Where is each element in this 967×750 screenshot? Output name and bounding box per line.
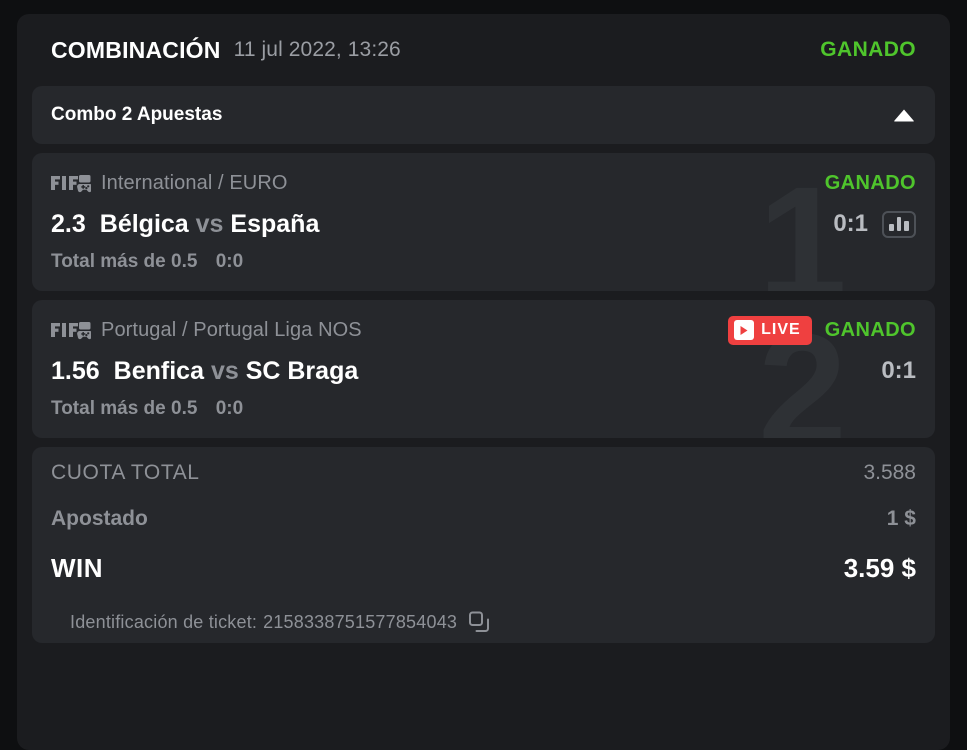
home-team: Bélgica	[99, 209, 189, 238]
live-badge[interactable]: LIVE	[728, 315, 812, 345]
triangle-up-icon[interactable]	[892, 103, 916, 127]
bet-match-row: 2.3 Bélgica vs España 0:1	[51, 208, 916, 240]
bet-row[interactable]: 2	[32, 300, 935, 438]
bet-market: Total más de 0.5	[51, 398, 198, 419]
bet-league-row: International / EURO GANADO	[51, 170, 916, 196]
ticket-id-value: 2158338751577854043	[263, 611, 458, 632]
stake-value: 1 $	[886, 507, 916, 530]
bet-odds: 2.3	[51, 209, 86, 238]
copy-icon[interactable]	[468, 611, 490, 633]
ticket-date: 11 jul 2022, 13:26	[233, 38, 401, 61]
live-label: LIVE	[761, 321, 801, 338]
bet-market: Total más de 0.5	[51, 251, 198, 272]
bet-status-group: GANADO	[825, 172, 916, 195]
bet-score-group: 0:1	[881, 357, 916, 385]
status-badge: GANADO	[820, 38, 916, 61]
bet-market-row: Total más de 0.5 0:0	[51, 398, 916, 420]
bet-market-score: 0:0	[215, 398, 244, 419]
vs-label: vs	[195, 209, 224, 238]
total-odds-label: CUOTA TOTAL	[51, 461, 200, 484]
bet-league: International / EURO	[101, 171, 288, 194]
fifa-esports-icon	[51, 173, 91, 194]
total-odds-value: 3.588	[863, 461, 916, 484]
bet-status-group: LIVE GANADO	[728, 315, 916, 345]
ticket-id-row: Identificación de ticket: 21583387515778…	[51, 603, 916, 633]
home-team: Benfica	[113, 356, 204, 385]
ticket-id-label: Identificación de ticket:	[70, 611, 258, 632]
bet-teams: Benfica vs SC Braga	[114, 357, 359, 386]
stake-line: Apostado 1 $	[51, 507, 916, 553]
bet-market-row: Total más de 0.5 0:0	[51, 251, 916, 273]
bet-row[interactable]: 1	[32, 153, 935, 291]
bet-league: Portugal / Portugal Liga NOS	[101, 318, 362, 341]
play-icon	[734, 320, 755, 340]
bet-score: 0:1	[881, 357, 916, 384]
bet-league-row: Portugal / Portugal Liga NOS LIVE GANADO	[51, 315, 916, 345]
win-label: WIN	[51, 553, 104, 583]
page-title: COMBINACIÓN	[51, 36, 221, 63]
fifa-esports-icon	[51, 320, 91, 341]
combo-toggle-bar[interactable]: Combo 2 Apuestas	[32, 86, 935, 144]
bet-score: 0:1	[833, 210, 868, 237]
combo-label: Combo 2 Apuestas	[51, 104, 223, 125]
win-value: 3.59 $	[843, 553, 916, 583]
win-line: WIN 3.59 $	[51, 553, 916, 603]
vs-label: vs	[210, 356, 239, 385]
bar-chart-icon[interactable]	[882, 210, 916, 238]
bet-slip-card: COMBINACIÓN 11 jul 2022, 13:26 GANADO Co…	[17, 14, 950, 750]
bet-score-group: 0:1	[833, 210, 916, 238]
bet-market-score: 0:0	[215, 251, 244, 272]
stake-label: Apostado	[51, 507, 148, 530]
bet-status-badge: GANADO	[824, 318, 916, 341]
bet-match-row: 1.56 Benfica vs SC Braga 0:1	[51, 355, 916, 387]
away-team: SC Braga	[245, 356, 359, 385]
bet-status-badge: GANADO	[824, 171, 916, 194]
bet-odds: 1.56	[51, 356, 100, 385]
total-odds-line: CUOTA TOTAL 3.588	[51, 461, 916, 507]
ticket-header: COMBINACIÓN 11 jul 2022, 13:26 GANADO	[32, 14, 935, 86]
bet-teams: Bélgica vs España	[100, 210, 320, 239]
totals-section: CUOTA TOTAL 3.588 Apostado 1 $ WIN 3.59 …	[32, 447, 935, 643]
away-team: España	[230, 209, 320, 238]
